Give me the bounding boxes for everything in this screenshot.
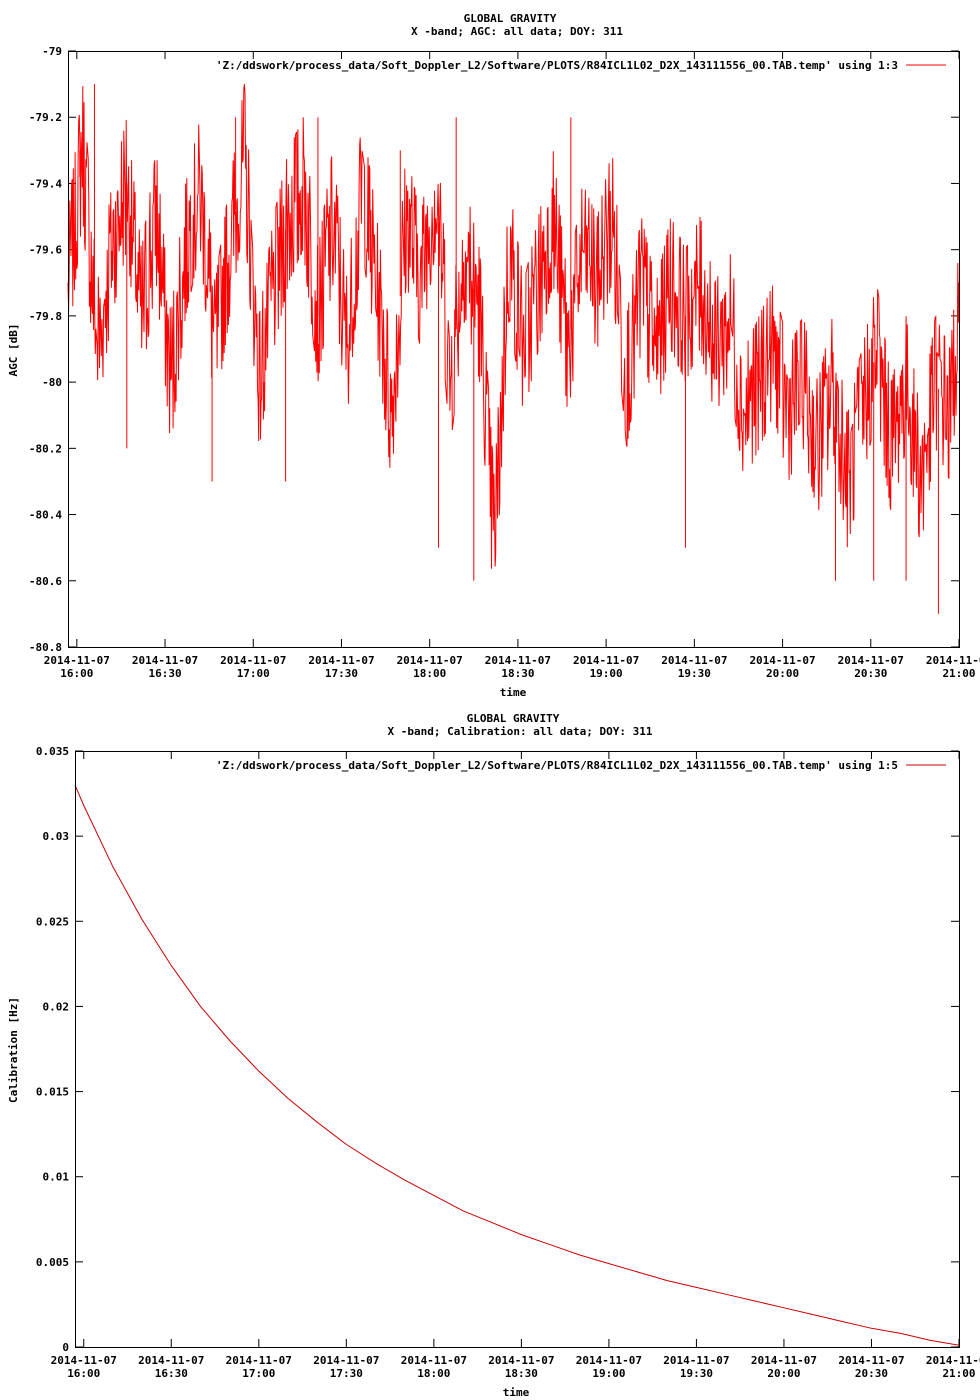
x-tick-date: 2014-11-07	[397, 654, 463, 667]
x-tick-time: 17:00	[237, 667, 270, 680]
y-tick-label: 0.035	[36, 745, 69, 758]
x-tick-time: 18:30	[505, 1367, 538, 1380]
x-tick-time: 21:00	[942, 667, 975, 680]
y-tick-label: 0.03	[43, 830, 70, 843]
y-axis-label: Calibration [Hz]	[7, 997, 20, 1103]
x-tick-date: 2014-11-07	[44, 654, 110, 667]
x-tick-date: 2014-11-07	[485, 654, 551, 667]
x-tick-time: 19:30	[680, 1367, 713, 1380]
y-tick-label: -80.4	[29, 509, 62, 522]
y-tick-label: 0.01	[43, 1171, 70, 1184]
x-tick-date: 2014-11-07	[132, 654, 198, 667]
x-tick-time: 16:30	[148, 667, 181, 680]
x-tick-time: 19:30	[678, 667, 711, 680]
chart-title: GLOBAL GRAVITY	[467, 712, 560, 725]
x-tick-time: 18:30	[501, 667, 534, 680]
x-tick-date: 2014-11-07	[51, 1354, 117, 1367]
calibration-series	[74, 784, 960, 1346]
y-axis-label: AGC [dB]	[7, 324, 20, 377]
x-tick-time: 20:00	[767, 1367, 800, 1380]
legend-label: 'Z:/ddswork/process_data/Soft_Doppler_L2…	[216, 59, 898, 72]
x-tick-time: 20:00	[766, 667, 799, 680]
x-tick-date: 2014-11-07	[401, 1354, 467, 1367]
x-tick-date: 2014-11-07	[308, 654, 374, 667]
x-tick-date: 2014-11-07	[663, 1354, 729, 1367]
y-tick-label: 0.015	[36, 1086, 69, 1099]
x-tick-date: 2014-11-07	[749, 654, 815, 667]
legend-label: 'Z:/ddswork/process_data/Soft_Doppler_L2…	[216, 759, 898, 772]
y-tick-label: -79.8	[29, 310, 62, 323]
x-tick-date: 2014-11-07	[313, 1354, 379, 1367]
x-axis-label: time	[503, 1386, 530, 1399]
calibration-chart: GLOBAL GRAVITY X -band; Calibration: all…	[7, 712, 980, 1399]
x-tick-date: 2014-11-07	[488, 1354, 554, 1367]
y-tick-label: -80.2	[29, 442, 62, 455]
y-tick-label: -79	[42, 45, 62, 58]
tick-layer: -79 -79.2 -79.4 -79.6 -79.8 -80 -80.2 -80.4 -80.…	[29, 45, 980, 680]
x-axis-label: time	[500, 686, 527, 699]
agc-series	[67, 84, 960, 614]
x-tick-date: 2014-11-07	[838, 1354, 904, 1367]
x-tick-time: 19:00	[592, 1367, 625, 1380]
y-tick-label: -80	[42, 376, 62, 389]
chart-subtitle: X -band; Calibration: all data; DOY: 311	[388, 725, 653, 738]
x-tick-date: 2014-11-07	[661, 654, 727, 667]
y-tick-label: -80.6	[29, 575, 62, 588]
y-tick-label: -80.8	[29, 641, 62, 654]
calibration-curve	[74, 784, 960, 1346]
tick-layer: 0.0350.030.0250.020.0150.010.00502014-11…	[36, 745, 980, 1380]
x-tick-date: 2014-11-07	[838, 654, 904, 667]
chart-title: GLOBAL GRAVITY	[464, 12, 557, 25]
x-tick-time: 17:30	[325, 667, 358, 680]
x-tick-date: 2014-11-07	[573, 654, 639, 667]
y-tick-label: -79.2	[29, 111, 62, 124]
x-tick-date: 2014-11-07	[226, 1354, 292, 1367]
agc-chart: GLOBAL GRAVITY X -band; AGC: all data; D…	[7, 12, 980, 699]
x-tick-date: 2014-11-07	[926, 1354, 980, 1367]
x-tick-time: 21:00	[942, 1367, 975, 1380]
x-tick-date: 2014-11-07	[751, 1354, 817, 1367]
x-tick-time: 19:00	[590, 667, 623, 680]
x-tick-time: 18:00	[417, 1367, 450, 1380]
y-tick-label: -79.6	[29, 244, 62, 257]
chart-subtitle: X -band; AGC: all data; DOY: 311	[411, 25, 623, 38]
y-tick-label: 0.005	[36, 1256, 69, 1269]
x-tick-time: 16:00	[67, 1367, 100, 1380]
plot-frame	[68, 51, 960, 648]
x-tick-date: 2014-11-07	[138, 1354, 204, 1367]
y-tick-label: 0	[62, 1341, 69, 1354]
x-tick-time: 17:00	[242, 1367, 275, 1380]
x-tick-date: 2014-11-07	[926, 654, 980, 667]
x-tick-time: 16:30	[155, 1367, 188, 1380]
x-tick-date: 2014-11-07	[220, 654, 286, 667]
y-tick-label: 0.025	[36, 915, 69, 928]
y-tick-label: -79.4	[29, 177, 62, 190]
agc-trace	[67, 84, 960, 569]
x-tick-date: 2014-11-07	[576, 1354, 642, 1367]
x-tick-time: 18:00	[413, 667, 446, 680]
plot-frame	[75, 751, 960, 1348]
x-tick-time: 17:30	[330, 1367, 363, 1380]
x-tick-time: 20:30	[855, 1367, 888, 1380]
y-tick-label: 0.02	[43, 1000, 70, 1013]
x-tick-time: 20:30	[854, 667, 887, 680]
x-tick-time: 16:00	[60, 667, 93, 680]
